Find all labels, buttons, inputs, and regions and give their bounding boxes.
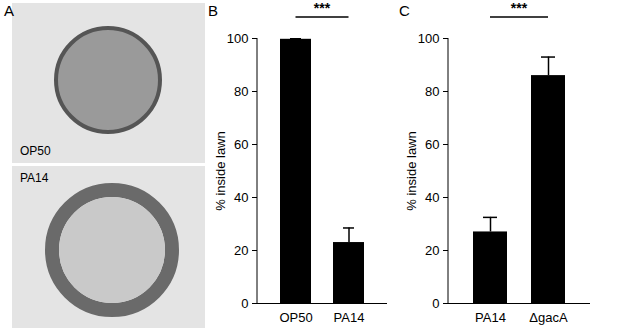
svg-text:100: 100 <box>418 31 440 46</box>
svg-text:100: 100 <box>227 31 249 46</box>
svg-text:60: 60 <box>234 137 248 152</box>
svg-text:0: 0 <box>432 296 439 311</box>
svg-text:0: 0 <box>241 296 248 311</box>
html-text:C: C <box>399 2 410 19</box>
html-text:A: A <box>4 2 14 19</box>
svg-text:% inside lawn: % inside lawn <box>404 131 419 211</box>
svg-text:PA14: PA14 <box>20 171 49 185</box>
svg-text:80: 80 <box>234 84 248 99</box>
svg-text:% inside lawn: % inside lawn <box>213 131 228 211</box>
svg-text:PA14: PA14 <box>334 310 365 325</box>
svg-text:OP50: OP50 <box>20 144 51 158</box>
svg-text:***: *** <box>314 0 331 16</box>
svg-text:40: 40 <box>425 190 439 205</box>
svg-text:20: 20 <box>234 243 248 258</box>
svg-text:80: 80 <box>425 84 439 99</box>
svg-text:PA14: PA14 <box>475 310 506 325</box>
html-text:B: B <box>208 2 218 19</box>
svg-text:***: *** <box>511 0 528 16</box>
svg-text:ΔgacA: ΔgacA <box>529 310 568 325</box>
svg-text:20: 20 <box>425 243 439 258</box>
svg-text:60: 60 <box>425 137 439 152</box>
svg-text:OP50: OP50 <box>279 310 312 325</box>
svg-text:40: 40 <box>234 190 248 205</box>
